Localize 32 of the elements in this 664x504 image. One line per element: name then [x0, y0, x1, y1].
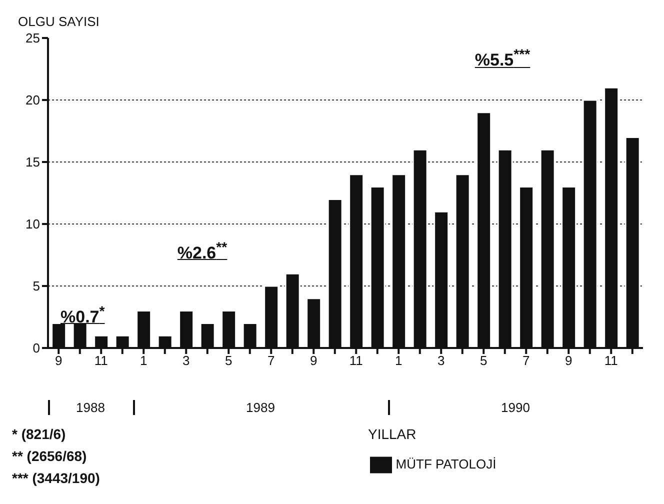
- text: *** (3443/190): [12, 470, 100, 486]
- x-tick-label: 9: [310, 353, 318, 368]
- x-tick-label: 11: [604, 353, 618, 368]
- x-tick-label: 5: [480, 353, 488, 368]
- legend-label: MÜTF PATOLOJİ: [396, 456, 496, 472]
- y-tick-label: 10: [26, 216, 40, 232]
- x-tick-label: 11: [94, 353, 108, 368]
- x-tick-label: 7: [268, 353, 275, 368]
- text: 1989: [245, 400, 276, 415]
- annotation: %2.6$^{**}$: [177, 240, 228, 264]
- y-tick-label: 25: [26, 30, 40, 46]
- text: 1988: [75, 400, 106, 415]
- x-tick-label: 1: [140, 353, 148, 368]
- y-axis-title: OLGU SAYISI: [18, 14, 100, 29]
- x-axis-title: YILLAR: [368, 426, 416, 442]
- x-tick-label: 9: [565, 353, 572, 368]
- x-tick-label: 3: [438, 353, 445, 368]
- x-tick-label: 7: [522, 353, 530, 368]
- text: ** (2656/68): [12, 448, 87, 464]
- y-tick-label: 0: [32, 340, 40, 356]
- x-tick-label: 1: [395, 353, 402, 368]
- annotation: %0.7$^{*}$: [60, 304, 105, 328]
- y-tick-label: 20: [26, 92, 40, 108]
- x-tick-label: 9: [55, 353, 62, 368]
- text: * (821/6): [12, 426, 66, 442]
- x-tick-label: 5: [225, 353, 232, 368]
- annotation: %5.5$^{***}$: [474, 47, 530, 71]
- y-tick-label: 15: [26, 154, 40, 170]
- x-tick-label: 11: [349, 353, 363, 368]
- x-tick-label: 3: [182, 353, 190, 368]
- y-tick-label: 5: [32, 278, 40, 294]
- text: 1990: [500, 400, 531, 415]
